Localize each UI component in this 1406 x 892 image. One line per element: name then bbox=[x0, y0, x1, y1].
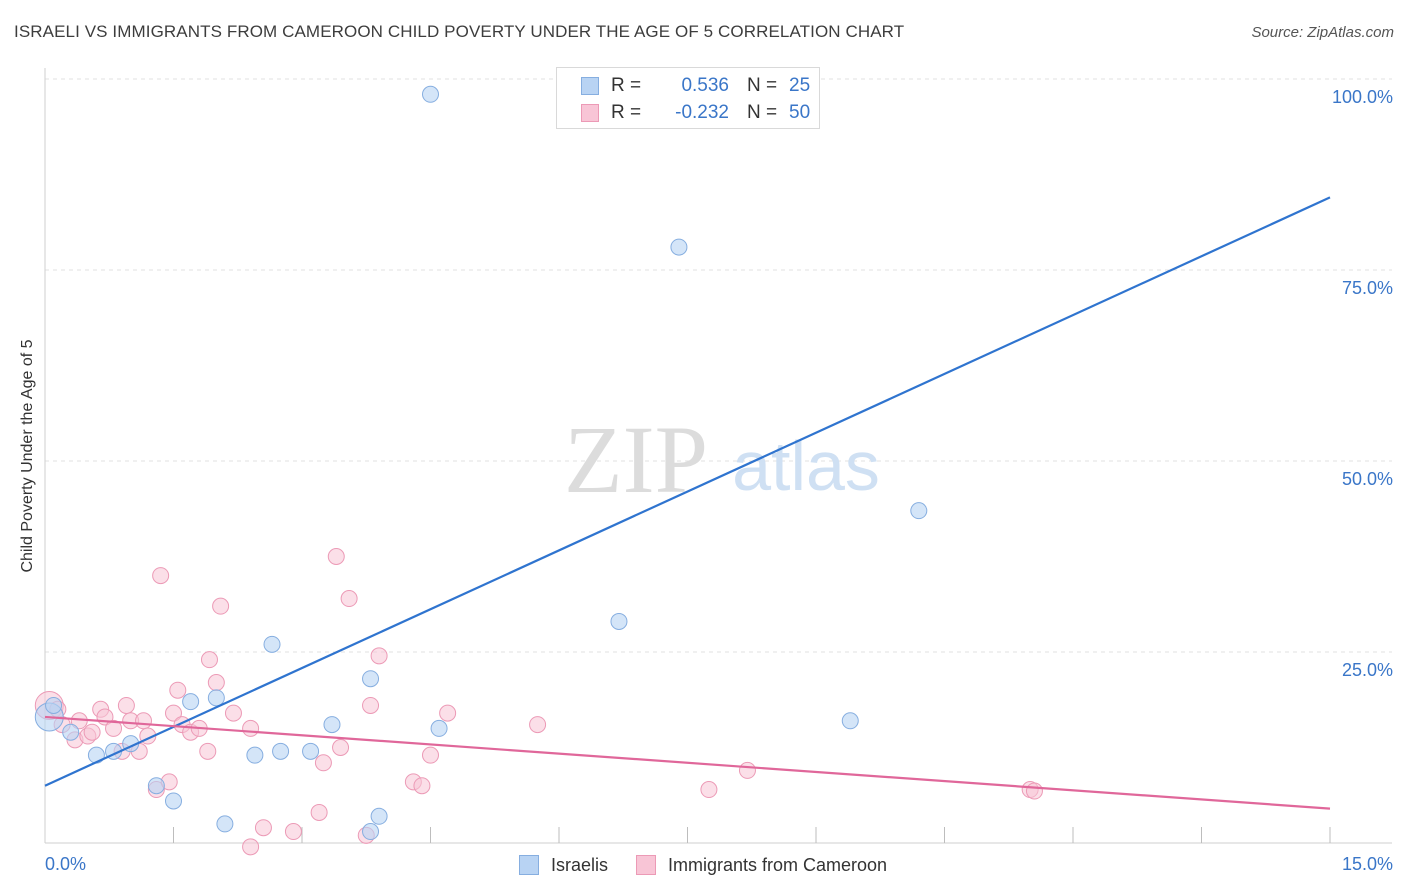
trend-lines bbox=[44, 196, 1331, 810]
gridlines bbox=[45, 78, 1392, 653]
cameroon-point bbox=[738, 761, 756, 779]
cameroon-swatch bbox=[581, 104, 599, 122]
cameroon-point bbox=[105, 719, 123, 737]
x-tick-label: 0.0% bbox=[45, 854, 86, 874]
r-label: R = bbox=[611, 102, 642, 123]
cameroon-point bbox=[242, 719, 260, 737]
israelis-point bbox=[207, 689, 225, 707]
n-label: N = bbox=[747, 75, 778, 96]
israelis-point bbox=[216, 815, 234, 833]
y-tick-label: 75.0% bbox=[1342, 278, 1393, 298]
stats-row-israelis: R = 0.536 N = 25 bbox=[581, 73, 810, 99]
x-tick-label: 15.0% bbox=[1342, 854, 1393, 874]
israelis-points bbox=[34, 85, 928, 841]
cameroon-point bbox=[200, 651, 218, 669]
cameroon-point bbox=[152, 567, 170, 585]
legend-swatch-israelis bbox=[518, 855, 539, 875]
cameroon-point bbox=[413, 777, 431, 795]
watermark: ZIP atlas bbox=[564, 406, 880, 513]
n-value-israelis: 25 bbox=[789, 75, 811, 96]
cameroon-point bbox=[529, 716, 547, 734]
cameroon-point bbox=[254, 819, 272, 837]
legend-item-israelis[interactable]: Israelis bbox=[518, 854, 608, 876]
israelis-point bbox=[910, 502, 928, 520]
cameroon-point bbox=[207, 674, 225, 692]
cameroon-point bbox=[370, 647, 388, 665]
stats-box: R = 0.536 N = 25 R = -0.232 N = 50 bbox=[556, 67, 820, 129]
cameroon-point bbox=[242, 838, 260, 856]
watermark-zip: ZIP bbox=[564, 406, 708, 513]
cameroon-point bbox=[439, 704, 457, 722]
israelis-point bbox=[45, 696, 63, 714]
cameroon-point bbox=[310, 803, 328, 821]
cameroon-point bbox=[340, 590, 358, 608]
israelis-point bbox=[370, 807, 388, 825]
chart-title: ISRAELI VS IMMIGRANTS FROM CAMEROON CHIL… bbox=[14, 22, 905, 41]
cameroon-point bbox=[199, 742, 217, 760]
r-value-israelis: 0.536 bbox=[681, 75, 729, 96]
israelis-point bbox=[272, 742, 290, 760]
y-tick-label: 100.0% bbox=[1332, 87, 1393, 107]
legend-label-israelis: Israelis bbox=[550, 854, 608, 875]
cameroon-trend-line bbox=[44, 715, 1331, 810]
cameroon-point bbox=[135, 712, 153, 730]
israelis-trend-line bbox=[44, 196, 1331, 787]
israelis-point bbox=[62, 723, 80, 741]
r-label: R = bbox=[611, 75, 642, 96]
israelis-point bbox=[362, 670, 380, 688]
source-credit: Source: ZipAtlas.com bbox=[1251, 24, 1394, 41]
cameroon-point bbox=[327, 548, 345, 565]
cameroon-point bbox=[165, 704, 182, 722]
israelis-point bbox=[302, 742, 320, 760]
israelis-point bbox=[841, 712, 859, 730]
cameroon-point bbox=[169, 681, 187, 699]
cameroon-point bbox=[1025, 782, 1043, 800]
r-value-cameroon: -0.232 bbox=[675, 102, 729, 123]
legend-swatch-cameroon bbox=[635, 855, 656, 875]
israelis-point bbox=[422, 85, 439, 103]
cameroon-point bbox=[284, 823, 302, 841]
n-label: N = bbox=[747, 102, 778, 123]
israelis-point bbox=[263, 635, 281, 653]
legend-label-cameroon: Immigrants from Cameroon bbox=[667, 854, 888, 875]
cameroon-point bbox=[332, 739, 350, 756]
n-value-cameroon: 50 bbox=[789, 102, 811, 123]
y-tick-label: 50.0% bbox=[1342, 469, 1393, 489]
y-tick-label: 25.0% bbox=[1342, 660, 1393, 680]
israelis-point bbox=[610, 612, 628, 630]
israelis-point bbox=[362, 823, 380, 841]
israelis-point bbox=[323, 716, 341, 734]
cameroon-point bbox=[83, 723, 101, 741]
cameroon-point bbox=[314, 754, 332, 772]
tick-labels: 25.0% 50.0% 75.0% 100.0% 0.0% 15.0% bbox=[45, 87, 1393, 874]
cameroon-point bbox=[224, 704, 242, 722]
legend-item-cameroon[interactable]: Immigrants from Cameroon bbox=[635, 854, 888, 876]
cameroon-point bbox=[700, 781, 718, 799]
israelis-point bbox=[182, 693, 200, 711]
cameroon-point bbox=[117, 696, 135, 714]
cameroon-point bbox=[422, 746, 439, 764]
israelis-point bbox=[147, 777, 165, 795]
israelis-point bbox=[246, 746, 264, 764]
stats-row-cameroon: R = -0.232 N = 50 bbox=[581, 100, 810, 126]
legend: Israelis Immigrants from Cameroon bbox=[0, 852, 1406, 878]
watermark-atlas: atlas bbox=[732, 427, 880, 505]
israelis-point bbox=[670, 238, 688, 256]
israelis-point bbox=[430, 719, 448, 737]
cameroon-point bbox=[212, 597, 230, 615]
israelis-swatch bbox=[581, 77, 599, 95]
cameroon-point bbox=[362, 696, 380, 714]
israelis-point bbox=[165, 792, 182, 810]
